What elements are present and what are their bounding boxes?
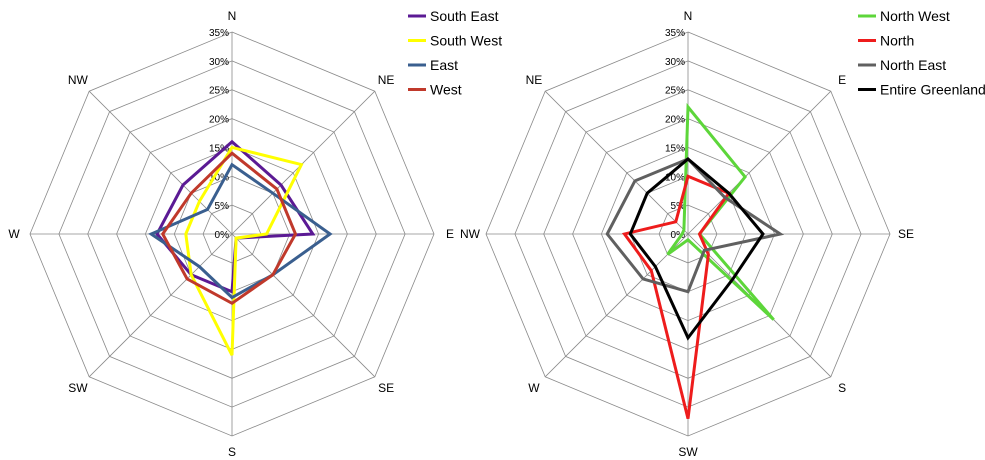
legend-label: North West xyxy=(880,8,950,24)
series-line xyxy=(160,151,298,306)
tick-label: 25% xyxy=(665,86,685,97)
axis-spoke xyxy=(544,90,689,235)
tick-label: 25% xyxy=(209,86,229,97)
tick-label: 5% xyxy=(671,201,686,212)
legend-label: East xyxy=(430,57,458,73)
direction-label: NE xyxy=(526,73,543,87)
tick-label: 35% xyxy=(209,28,229,39)
radar-chart-2: 0%5%10%15%20%25%30%35%NESESSWWNWNENorth … xyxy=(460,8,985,459)
direction-label: SE xyxy=(378,381,394,395)
tick-label: 10% xyxy=(209,172,229,183)
tick-label: 20% xyxy=(665,115,685,126)
legend-label: North xyxy=(880,33,914,49)
tick-label: 30% xyxy=(665,57,685,68)
series-line xyxy=(628,157,765,341)
direction-label: N xyxy=(228,9,237,23)
tick-label: 0% xyxy=(671,230,686,241)
legend-label: Entire Greenland xyxy=(880,82,985,98)
series-line xyxy=(666,102,775,321)
series-line xyxy=(621,174,732,420)
tick-label: 35% xyxy=(665,28,685,39)
legend-label: South West xyxy=(430,33,502,49)
direction-label: SW xyxy=(68,381,88,395)
direction-label: SE xyxy=(898,227,914,241)
tick-label: 30% xyxy=(209,57,229,68)
direction-label: W xyxy=(528,381,540,395)
tick-label: 20% xyxy=(209,115,229,126)
tick-label: 5% xyxy=(215,201,230,212)
direction-label: NW xyxy=(68,73,89,87)
axis-spoke xyxy=(231,233,376,378)
radar-chart-1: 0% 5% 10% 15% 20% 25% 30% 35% N NE E SE S SW W NW South … xyxy=(8,8,502,459)
tick-label: 10% xyxy=(665,172,685,183)
direction-label: S xyxy=(838,381,846,395)
direction-label: SW xyxy=(678,445,698,459)
tick-label: 0% xyxy=(215,230,230,241)
axis-spoke xyxy=(687,90,832,235)
direction-label: NW xyxy=(460,227,481,241)
tick-label: 15% xyxy=(665,143,685,154)
legend-label: South East xyxy=(430,8,499,24)
axis-spoke xyxy=(231,90,376,235)
direction-label: E xyxy=(838,73,846,87)
legend-label: West xyxy=(430,82,462,98)
tick-label: 15% xyxy=(209,143,229,154)
direction-label: S xyxy=(228,445,236,459)
direction-label: W xyxy=(8,227,20,241)
legend-label: North East xyxy=(880,57,946,73)
direction-label: NE xyxy=(378,73,395,87)
series-line xyxy=(155,139,316,294)
direction-label: N xyxy=(684,9,693,23)
axis-spoke xyxy=(544,233,689,378)
direction-label: E xyxy=(446,227,454,241)
axis-spoke xyxy=(88,233,233,378)
series-line xyxy=(184,145,304,356)
series-line xyxy=(148,162,333,300)
